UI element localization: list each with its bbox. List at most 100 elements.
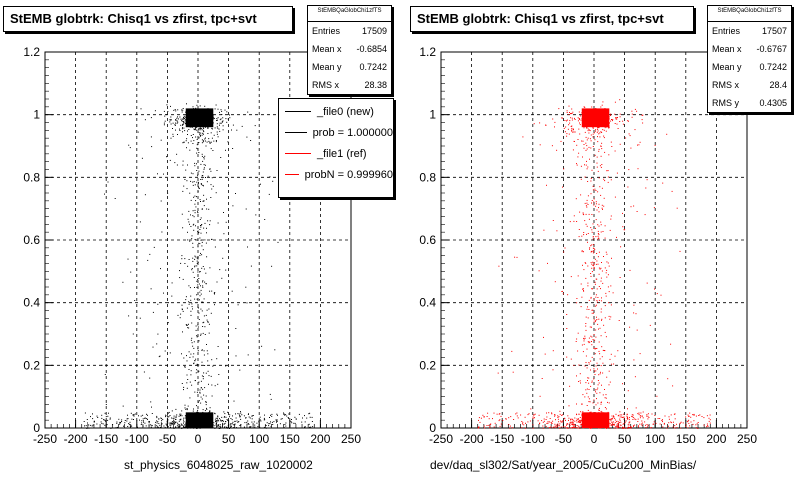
scatter-point [663, 423, 665, 425]
scatter-point [127, 258, 129, 260]
scatter-point [610, 114, 611, 116]
scatter-point [270, 426, 272, 428]
scatter-point [96, 423, 98, 425]
scatter-point [167, 192, 169, 194]
scatter-point [120, 422, 122, 423]
scatter-point [595, 296, 597, 298]
scatter-point [570, 126, 572, 127]
scatter-point [525, 427, 527, 429]
scatter-point [612, 120, 613, 122]
scatter-point [699, 414, 701, 416]
x-tick-label: -250 [429, 432, 453, 446]
scatter-point [204, 410, 206, 412]
scatter-point [689, 412, 691, 414]
scatter-point [703, 417, 705, 419]
scatter-point [605, 394, 607, 396]
scatter-point [194, 287, 195, 288]
scatter-point [207, 133, 209, 134]
scatter-point [557, 424, 559, 426]
scatter-point [619, 99, 621, 101]
scatter-point [576, 221, 578, 222]
scatter-point [216, 126, 218, 128]
scatter-point [637, 413, 639, 415]
scatter-point [635, 407, 637, 409]
scatter-point [175, 120, 177, 121]
scatter-point [583, 106, 585, 108]
scatter-point [121, 419, 123, 421]
scatter-point [148, 421, 150, 423]
scatter-point [202, 249, 204, 251]
scatter-point [688, 422, 690, 424]
scatter-point [179, 415, 181, 416]
scatter-point [215, 140, 217, 141]
scatter-point [568, 105, 570, 107]
scatter-point [200, 184, 202, 186]
scatter-point [204, 326, 206, 328]
scatter-point [524, 416, 526, 418]
scatter-point [559, 410, 561, 412]
scatter-point [202, 388, 204, 390]
scatter-point [674, 425, 676, 427]
scatter-point [105, 416, 107, 418]
scatter-point [220, 157, 222, 158]
scatter-point [521, 427, 523, 429]
scatter-point [600, 427, 602, 429]
scatter-point [186, 382, 188, 384]
scatter-point [593, 248, 595, 249]
left-stats-value-meany: 0.7242 [359, 62, 387, 72]
scatter-point [270, 414, 271, 416]
scatter-point [219, 418, 220, 420]
scatter-point [152, 311, 154, 313]
scatter-point [571, 127, 573, 129]
scatter-point [604, 397, 606, 399]
scatter-point [185, 140, 187, 142]
scatter-point [581, 344, 583, 346]
scatter-point [276, 419, 278, 421]
scatter-point [627, 186, 629, 188]
scatter-point [150, 424, 152, 426]
scatter-point [276, 421, 277, 423]
scatter-point [208, 208, 210, 210]
scatter-point [169, 415, 171, 416]
scatter-point [608, 302, 610, 304]
scatter-point [630, 427, 632, 429]
scatter-point [538, 414, 540, 416]
scatter-point [599, 268, 601, 270]
scatter-point [226, 427, 228, 429]
scatter-point [104, 193, 105, 195]
scatter-point [597, 256, 599, 258]
scatter-point [246, 136, 248, 138]
scatter-point [248, 416, 250, 418]
scatter-point [219, 427, 221, 429]
scatter-point [239, 425, 241, 426]
scatter-point [188, 303, 190, 305]
scatter-point [184, 120, 186, 122]
scatter-point [631, 113, 633, 115]
scatter-point [148, 425, 150, 427]
scatter-point [203, 194, 205, 196]
scatter-point [603, 324, 605, 326]
scatter-point [209, 224, 211, 226]
scatter-point [573, 220, 575, 222]
scatter-point [176, 414, 178, 416]
scatter-point [230, 424, 232, 426]
scatter-point [617, 426, 619, 428]
scatter-point [200, 387, 202, 389]
scatter-point [209, 410, 211, 412]
y-tick-label: 0.2 [419, 358, 436, 372]
scatter-point [614, 113, 616, 115]
scatter-point [208, 138, 210, 140]
scatter-point [161, 418, 163, 420]
scatter-point [668, 416, 670, 418]
scatter-point [211, 177, 213, 179]
scatter-point [620, 421, 622, 423]
scatter-point [227, 141, 229, 143]
scatter-point [604, 180, 606, 182]
scatter-point [598, 148, 600, 150]
scatter-point [216, 358, 218, 360]
scatter-point [585, 316, 587, 318]
scatter-point [182, 120, 184, 122]
scatter-point [186, 138, 188, 140]
scatter-point [160, 200, 162, 202]
scatter-point [248, 423, 249, 425]
